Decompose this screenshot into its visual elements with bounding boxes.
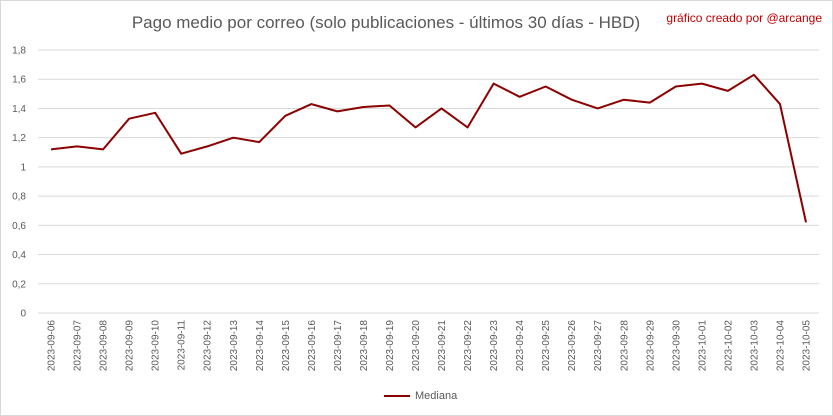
- x-tick-label: 2023-09-30: [671, 320, 682, 372]
- x-tick-label: 2023-09-10: [151, 320, 162, 372]
- x-tick-label: 2023-09-26: [567, 320, 578, 372]
- x-tick-label: 2023-09-25: [541, 320, 552, 372]
- series-line-mediana: [50, 73, 807, 223]
- x-tick-label: 2023-09-11: [177, 320, 188, 371]
- x-tick-label: 2023-09-19: [385, 320, 396, 372]
- x-tick-label: 2023-09-18: [359, 320, 370, 372]
- x-tick-label: 2023-09-24: [515, 320, 526, 372]
- y-tick-label: 0,6: [12, 221, 26, 232]
- legend-label: Mediana: [415, 390, 458, 402]
- x-tick-label: 2023-09-17: [333, 320, 344, 372]
- y-tick-label: 0: [20, 309, 26, 320]
- x-tick-label: 2023-09-16: [307, 320, 318, 372]
- y-tick-label: 1,2: [12, 133, 26, 144]
- y-tick-label: 1,6: [12, 75, 26, 86]
- x-tick-label: 2023-10-02: [723, 320, 734, 372]
- y-tick-label: 1,8: [12, 46, 26, 57]
- x-tick-label: 2023-09-15: [281, 320, 292, 372]
- x-tick-label: 2023-09-13: [229, 320, 240, 372]
- legend-swatch: [384, 395, 410, 397]
- x-tick-label: 2023-10-04: [775, 320, 786, 372]
- x-tick-label: 2023-09-23: [489, 320, 500, 372]
- x-tick-label: 2023-09-12: [203, 320, 214, 372]
- x-tick-label: 2023-09-07: [73, 320, 84, 372]
- credit-text: gráfico creado por @arcange: [666, 11, 822, 25]
- x-tick-label: 2023-10-01: [697, 320, 708, 372]
- y-tick-label: 0,4: [12, 250, 26, 261]
- y-tick-label: 1,4: [12, 104, 26, 115]
- x-tick-label: 2023-09-14: [255, 320, 266, 372]
- x-tick-label: 2023-09-27: [593, 320, 604, 372]
- x-tick-label: 2023-09-20: [411, 320, 422, 372]
- y-tick-label: 1: [20, 162, 26, 173]
- x-tick-label: 2023-10-05: [801, 320, 812, 372]
- y-tick-label: 0,2: [12, 279, 26, 290]
- x-tick-label: 2023-09-29: [645, 320, 656, 372]
- x-tick-label: 2023-09-06: [47, 320, 58, 372]
- legend: Mediana: [384, 390, 457, 402]
- x-tick-label: 2023-10-03: [749, 320, 760, 372]
- x-tick-label: 2023-09-22: [463, 320, 474, 372]
- chart-title: Pago medio por correo (solo publicacione…: [131, 13, 641, 32]
- y-tick-label: 0,8: [12, 192, 26, 203]
- x-tick-label: 2023-09-21: [437, 320, 448, 372]
- x-tick-label: 2023-09-09: [125, 320, 136, 372]
- x-tick-label: 2023-09-28: [619, 320, 630, 372]
- x-tick-label: 2023-09-08: [99, 320, 110, 372]
